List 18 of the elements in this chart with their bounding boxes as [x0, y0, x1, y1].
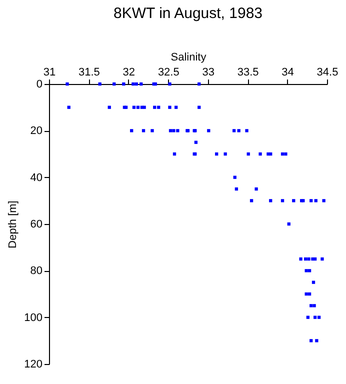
y-tick-label: 120: [24, 358, 42, 370]
y-tick-label: 0: [36, 78, 42, 90]
y-tick-label: 40: [30, 172, 42, 184]
y-axis-title: Depth [m]: [7, 200, 20, 248]
y-tick-label: 80: [30, 265, 42, 278]
x-axis-title: Salinity: [170, 52, 207, 64]
chart-title: 8KWT in August, 1983: [114, 5, 262, 22]
x-tick-label: 34.5: [316, 66, 338, 78]
x-tick-label: 31: [43, 66, 56, 78]
x-tick-label: 34: [282, 66, 294, 78]
x-tick-label: 33: [202, 66, 214, 78]
x-tick-label: 33.5: [237, 66, 259, 78]
x-tick-label: 32.5: [158, 66, 180, 78]
x-tick-label: 32: [122, 66, 136, 78]
x-tick-label: 31.5: [78, 66, 100, 78]
y-tick-label: 60: [30, 218, 42, 230]
y-tick-label: 20: [30, 125, 42, 138]
y-tick-label: 100: [24, 312, 42, 324]
